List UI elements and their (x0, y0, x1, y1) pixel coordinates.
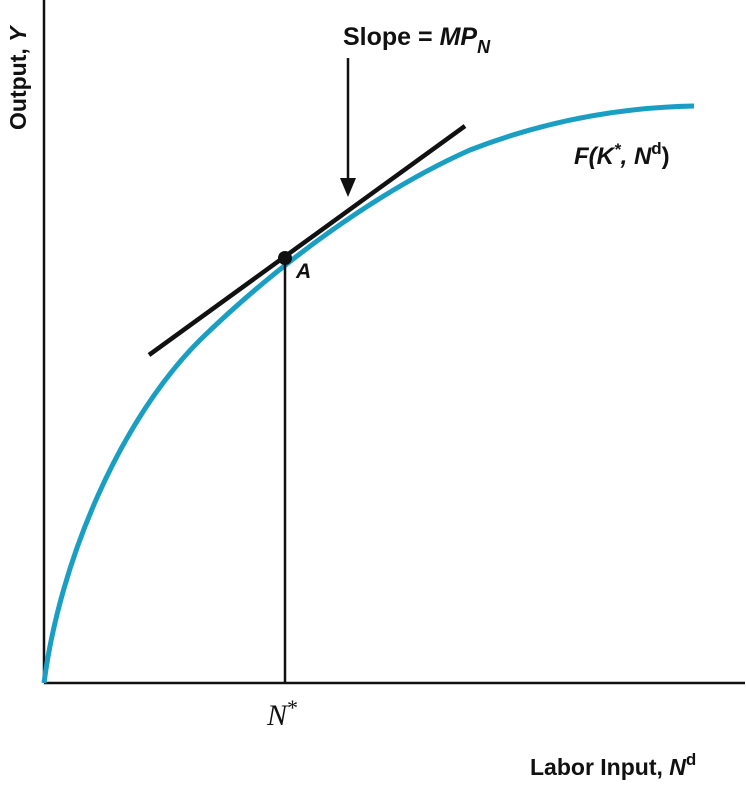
curve-label: F(K*, Nd) (574, 139, 670, 170)
x-axis-label-var: N (669, 754, 686, 780)
x-axis-label-sup: d (686, 750, 696, 769)
point-a-marker (278, 251, 292, 265)
n-star-sup: * (287, 695, 298, 720)
curve-label-sup: d (651, 139, 661, 158)
production-curve (41, 103, 695, 684)
y-axis-label: Output, Y (5, 24, 31, 130)
slope-label-mp: MP (440, 23, 478, 51)
slope-label-sub: N (477, 37, 491, 57)
point-a-label: A (295, 260, 311, 283)
n-star-var: N (266, 699, 289, 732)
curve-label-star: * (614, 140, 622, 159)
curve-label-post: ) (662, 143, 670, 170)
slope-label-prefix: Slope = (343, 23, 440, 51)
curve-label-pre: F(K (574, 143, 616, 170)
x-axis-label: Labor Input, Nd (530, 750, 696, 780)
curve-label-mid: , N (620, 143, 652, 170)
y-axis-label-var: Y (5, 24, 31, 42)
x-axis-label-prefix: Labor Input, (530, 754, 669, 780)
tangent-line (147, 124, 467, 357)
slope-label: Slope = MPN (343, 23, 491, 57)
slope-arrow-head (340, 178, 356, 197)
n-star-label: N* (266, 695, 298, 732)
y-axis-label-prefix: Output, (5, 42, 31, 130)
